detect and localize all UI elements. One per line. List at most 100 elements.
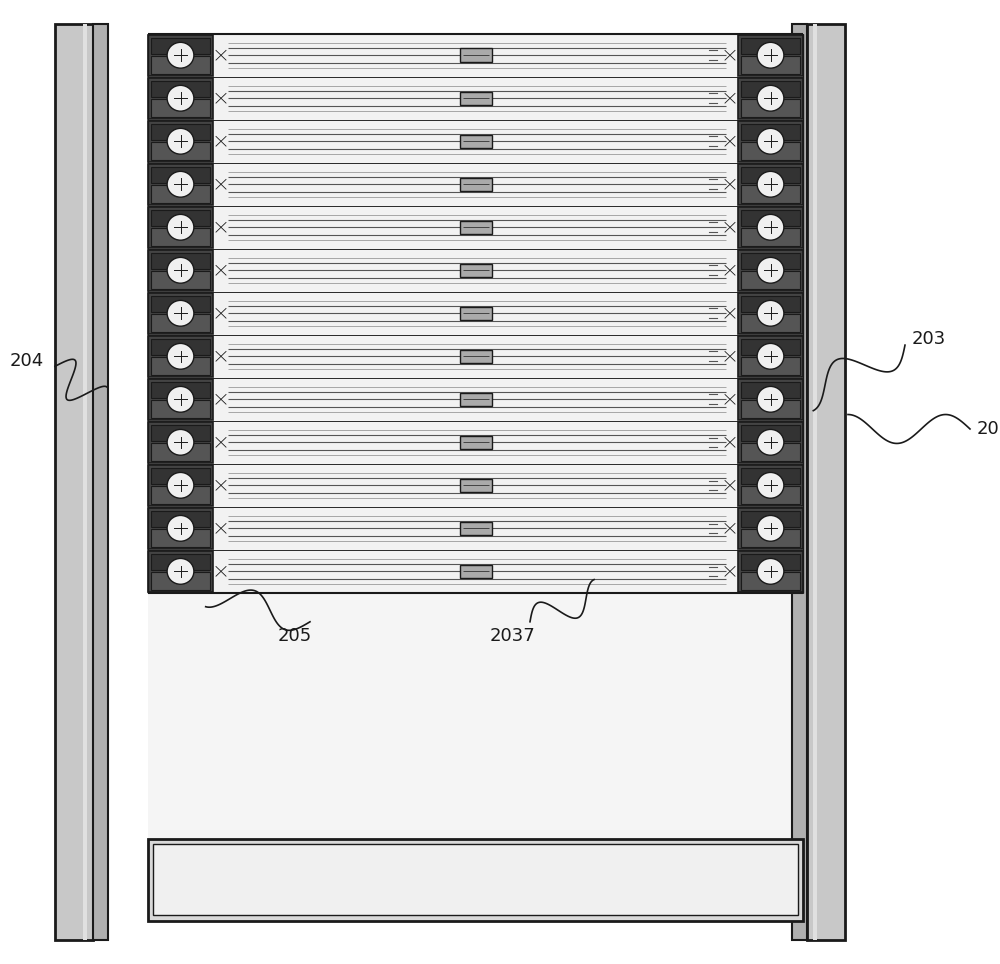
Bar (741, 357, 800, 375)
Bar (460, 565, 492, 578)
Bar (738, 550, 803, 592)
Bar (151, 56, 210, 74)
Circle shape (757, 516, 784, 541)
Bar (807, 24, 845, 940)
Bar (460, 92, 492, 105)
Bar (460, 522, 492, 535)
Circle shape (757, 214, 784, 240)
Bar (741, 271, 800, 289)
Bar (741, 228, 800, 246)
Bar (151, 98, 210, 117)
Bar (741, 142, 800, 160)
Circle shape (757, 387, 784, 413)
Bar (741, 253, 800, 269)
Bar (738, 422, 803, 463)
Bar (741, 339, 800, 356)
Circle shape (757, 257, 784, 283)
Bar (148, 77, 803, 120)
Bar (741, 123, 800, 141)
Circle shape (167, 558, 194, 584)
Circle shape (757, 343, 784, 369)
Circle shape (757, 301, 784, 326)
Bar (741, 38, 800, 54)
Bar (741, 572, 800, 590)
Bar (741, 296, 800, 312)
Bar (151, 486, 210, 504)
Bar (148, 464, 803, 507)
Circle shape (167, 343, 194, 369)
Bar (151, 572, 210, 590)
Bar (738, 35, 803, 76)
Bar (151, 442, 210, 461)
Circle shape (167, 86, 194, 111)
Bar (148, 335, 803, 378)
Bar (813, 24, 816, 940)
Bar (151, 253, 210, 269)
Bar (151, 142, 210, 160)
Circle shape (757, 86, 784, 111)
Bar (148, 335, 213, 377)
Bar (148, 163, 803, 205)
Circle shape (167, 257, 194, 283)
Bar (148, 78, 213, 119)
Circle shape (167, 172, 194, 198)
Circle shape (757, 558, 784, 584)
Bar (153, 844, 798, 915)
Bar (151, 425, 210, 442)
Bar (741, 554, 800, 571)
Bar (460, 221, 492, 234)
Bar (792, 24, 807, 940)
Bar (151, 210, 210, 227)
Bar (55, 24, 93, 940)
Bar (151, 357, 210, 375)
Bar (741, 314, 800, 332)
Bar (741, 425, 800, 442)
Bar (151, 228, 210, 246)
Text: 203: 203 (912, 331, 946, 348)
Bar (148, 293, 213, 334)
Bar (738, 250, 803, 291)
Bar (741, 468, 800, 484)
Bar (148, 593, 803, 839)
Text: 204: 204 (10, 353, 44, 370)
Bar (738, 465, 803, 506)
Bar (151, 400, 210, 418)
Bar (148, 507, 803, 549)
Bar (460, 392, 492, 406)
Bar (741, 486, 800, 504)
Bar (460, 48, 492, 62)
Bar (151, 511, 210, 527)
Bar (151, 185, 210, 202)
Bar (148, 249, 803, 292)
Circle shape (167, 214, 194, 240)
Bar (741, 98, 800, 117)
Bar (148, 206, 213, 248)
Bar (460, 177, 492, 191)
Circle shape (167, 387, 194, 413)
Bar (460, 350, 492, 363)
Bar (460, 135, 492, 148)
Bar (460, 436, 492, 449)
Text: 205: 205 (278, 628, 312, 645)
Circle shape (167, 429, 194, 455)
Bar (148, 35, 213, 76)
Bar (741, 81, 800, 97)
Bar (151, 38, 210, 54)
Text: 201: 201 (977, 420, 1000, 438)
Circle shape (167, 42, 194, 68)
Circle shape (167, 516, 194, 541)
Bar (148, 378, 803, 421)
Bar (93, 24, 108, 940)
Bar (741, 511, 800, 527)
Bar (148, 550, 213, 592)
Bar (741, 56, 800, 74)
Bar (460, 478, 492, 492)
Bar (148, 379, 213, 420)
Bar (741, 382, 800, 398)
Bar (151, 81, 210, 97)
Bar (460, 263, 492, 277)
Circle shape (167, 301, 194, 326)
Bar (738, 120, 803, 162)
Bar (151, 529, 210, 547)
Bar (151, 123, 210, 141)
